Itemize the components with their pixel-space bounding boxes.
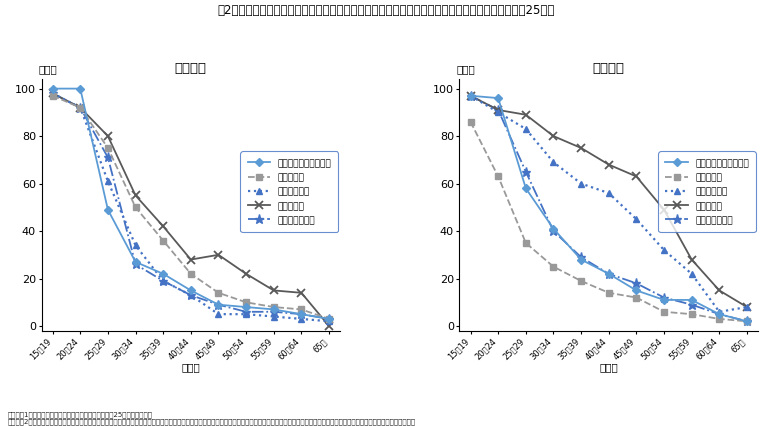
Text: （％）: （％） — [39, 64, 57, 75]
Legend: 自営業主・家族従業者, 正規雇用者, 非正規雇用者, 完全失業者, 男性就業者全体: 自営業主・家族従業者, 正規雇用者, 非正規雇用者, 完全失業者, 男性就業者全… — [661, 154, 754, 230]
Text: （％）: （％） — [457, 64, 475, 75]
Title: ＜女性＞: ＜女性＞ — [175, 62, 207, 75]
Title: ＜男性＞: ＜男性＞ — [593, 62, 625, 75]
Text: （備考）1．総務省「労働力調査（基本集計）」（平成25年）より作成。
　　　　2．正規雇用者は、「正規の職員・従業員」と「役員」の合計であり、「役員」は「雇用者: （備考）1．総務省「労働力調査（基本集計）」（平成25年）より作成。 2．正規雇… — [8, 411, 416, 425]
Text: 第2図　就業状態（従業上の地位及び雇用形態）別に見た年齢階級別未婚者の割合（男女別、平成25年）: 第2図 就業状態（従業上の地位及び雇用形態）別に見た年齢階級別未婚者の割合（男女… — [218, 4, 555, 17]
X-axis label: （歳）: （歳） — [599, 363, 618, 373]
Legend: 自営業主・家族従業者, 正規雇用者, 非正規雇用者, 完全失業者, 女性就業者全体: 自営業主・家族従業者, 正規雇用者, 非正規雇用者, 完全失業者, 女性就業者全… — [243, 154, 335, 230]
X-axis label: （歳）: （歳） — [182, 363, 200, 373]
